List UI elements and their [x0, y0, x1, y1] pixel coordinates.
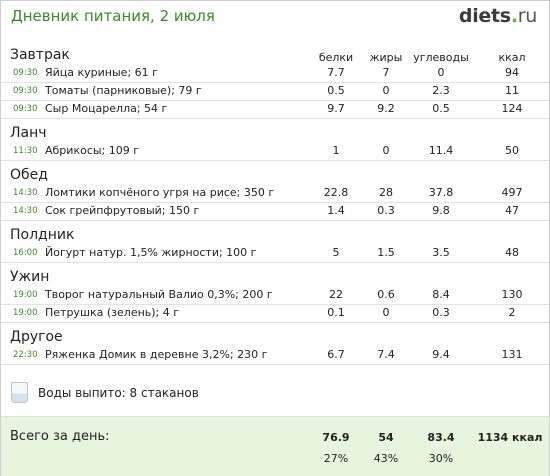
diets-logo[interactable]: diets.ru [459, 5, 537, 27]
meal-time: 19:00 [13, 308, 38, 318]
kcal-value: 131 [501, 348, 523, 361]
fat-value: 0 [382, 306, 390, 319]
logo-main: diets [458, 5, 511, 27]
food-name: Яйца куриные; 61 г [45, 66, 158, 79]
food-name: Абрикосы; 109 г [45, 144, 140, 157]
protein-value: 7.7 [327, 66, 345, 79]
food-name: Сыр Моцарелла; 54 г [45, 102, 168, 115]
total-protein: 76.9 [322, 431, 350, 444]
kcal-value: 124 [501, 102, 523, 115]
carbs-value: 11.4 [428, 144, 454, 157]
kcal-value: 2 [508, 306, 516, 319]
meal-time: 22:30 [13, 350, 38, 360]
kcal-value: 497 [501, 186, 523, 199]
protein-value: 22.8 [323, 186, 349, 199]
water-glass-icon [11, 382, 28, 403]
total-carbs: 83.4 [427, 431, 455, 444]
logo-dot: . [510, 5, 518, 27]
fat-value: 0.6 [377, 288, 395, 301]
protein-value: 1 [332, 144, 340, 157]
fat-value: 1.5 [377, 246, 395, 259]
daily-totals: Всего за день: 76.9 54 83.4 1134 ккал 27… [1, 416, 549, 476]
carbs-value: 0 [437, 66, 445, 79]
column-header-fat: жиры [369, 51, 403, 64]
fat-value: 0.3 [377, 204, 395, 217]
food-name: Творог натуральный Валио 0,3%; 200 г [45, 288, 273, 301]
totals-label: Всего за день: [10, 429, 110, 444]
meal-title-other: Другое [10, 329, 63, 345]
food-row[interactable]: 09:30 Томаты (парниковые); 79 г 0.5 0 2.… [1, 83, 549, 101]
kcal-value: 47 [505, 204, 519, 217]
food-name: Ломтики копчёного угря на рисе; 350 г [45, 186, 275, 199]
food-row[interactable]: 09:30 Сыр Моцарелла; 54 г 9.7 9.2 0.5 12… [1, 101, 549, 119]
fat-percent: 43% [373, 452, 399, 465]
food-row[interactable]: 14:30 Ломтики копчёного угря на рисе; 35… [1, 185, 549, 203]
protein-value: 1.4 [327, 204, 345, 217]
kcal-value: 130 [501, 288, 523, 301]
carbs-value: 3.5 [432, 246, 450, 259]
fat-value: 7 [382, 66, 390, 79]
meal-time: 09:30 [13, 86, 38, 96]
total-fat: 54 [378, 431, 394, 444]
food-name: Ряженка Домик в деревне 3,2%; 230 г [45, 348, 268, 361]
column-header-kcal: ккал [498, 51, 526, 64]
meal-title-supper: Ужин [10, 269, 50, 285]
food-name: Петрушка (зелень); 4 г [45, 306, 180, 319]
protein-value: 0.5 [327, 84, 345, 97]
food-row[interactable]: 11:30 Абрикосы; 109 г 1 0 11.4 50 [1, 143, 549, 161]
carbs-value: 0.3 [432, 306, 450, 319]
kcal-value: 48 [505, 246, 519, 259]
fat-value: 0 [382, 84, 390, 97]
food-row[interactable]: 16:00 Йогурт натур. 1,5% жирности; 100 г… [1, 245, 549, 263]
meal-time: 19:00 [13, 290, 38, 300]
protein-value: 5 [332, 246, 340, 259]
meal-time: 11:30 [13, 146, 38, 156]
carbs-value: 9.4 [432, 348, 450, 361]
meal-title-breakfast: Завтрак [10, 47, 70, 63]
carbs-value: 2.3 [432, 84, 450, 97]
meal-time: 14:30 [13, 206, 38, 216]
carbs-value: 37.8 [428, 186, 454, 199]
meal-title-snack: Полдник [10, 227, 75, 243]
food-name: Йогурт натур. 1,5% жирности; 100 г [45, 246, 257, 259]
meal-time: 09:30 [13, 68, 38, 78]
kcal-value: 94 [505, 66, 519, 79]
protein-value: 9.7 [327, 102, 345, 115]
water-text: Воды выпито: 8 стаканов [38, 386, 199, 400]
protein-value: 22 [329, 288, 343, 301]
fat-value: 28 [379, 186, 393, 199]
total-kcal: 1134 ккал [477, 431, 543, 444]
fat-value: 9.2 [377, 102, 395, 115]
carbs-value: 0.5 [432, 102, 450, 115]
carbs-percent: 30% [428, 452, 454, 465]
meal-title-lunch: Ланч [10, 125, 47, 141]
column-header-carbs: углеводы [413, 51, 469, 64]
carbs-value: 8.4 [432, 288, 450, 301]
food-row[interactable]: 19:00 Творог натуральный Валио 0,3%; 200… [1, 287, 549, 305]
protein-percent: 27% [323, 452, 349, 465]
page-title: Дневник питания, 2 июля [11, 7, 215, 25]
carbs-value: 9.8 [432, 204, 450, 217]
meal-title-dinner: Обед [10, 167, 48, 183]
meal-time: 14:30 [13, 188, 38, 198]
food-name: Сок грейпфрутовый; 150 г [45, 204, 200, 217]
protein-value: 0.1 [327, 306, 345, 319]
food-row[interactable]: 22:30 Ряженка Домик в деревне 3,2%; 230 … [1, 347, 549, 365]
fat-value: 7.4 [377, 348, 395, 361]
food-name: Томаты (парниковые); 79 г [45, 84, 202, 97]
meal-time: 09:30 [13, 104, 38, 114]
food-row[interactable]: 14:30 Сок грейпфрутовый; 150 г 1.4 0.3 9… [1, 203, 549, 221]
logo-tld: ru [517, 5, 538, 27]
meal-time: 16:00 [13, 248, 38, 258]
kcal-value: 11 [505, 84, 519, 97]
protein-value: 6.7 [327, 348, 345, 361]
column-header-protein: белки [318, 51, 354, 64]
food-row[interactable]: 09:30 Яйца куриные; 61 г 7.7 7 0 94 [1, 65, 549, 83]
food-row[interactable]: 19:00 Петрушка (зелень); 4 г 0.1 0 0.3 2 [1, 305, 549, 323]
fat-value: 0 [382, 144, 390, 157]
kcal-value: 50 [505, 144, 519, 157]
